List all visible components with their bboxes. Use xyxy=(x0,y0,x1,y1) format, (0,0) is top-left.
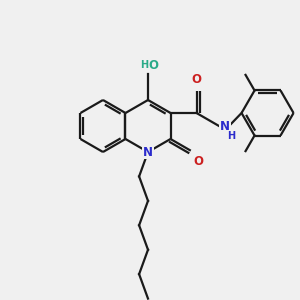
Text: O: O xyxy=(194,155,204,168)
Text: O: O xyxy=(148,59,158,72)
Text: O: O xyxy=(191,73,202,86)
Text: N: N xyxy=(220,119,230,133)
Text: H: H xyxy=(227,131,235,141)
Text: N: N xyxy=(143,146,153,158)
Text: H: H xyxy=(140,60,148,70)
